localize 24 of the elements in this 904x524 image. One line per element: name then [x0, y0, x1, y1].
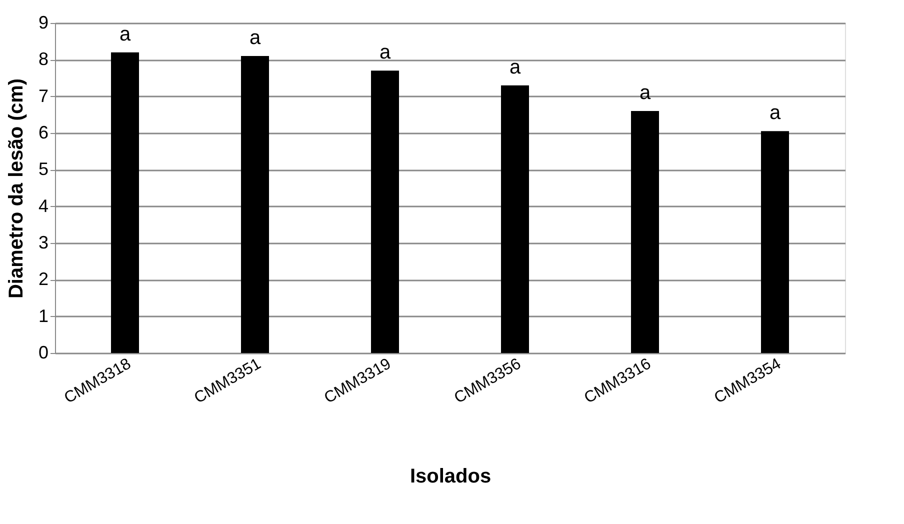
bar — [761, 131, 789, 353]
y-tick-label: 3 — [38, 232, 48, 252]
bar — [631, 111, 659, 353]
data-label: a — [639, 82, 652, 104]
y-tick-label: 5 — [38, 159, 48, 180]
y-tick-label: 7 — [38, 86, 48, 106]
y-tick-label: 0 — [38, 342, 48, 362]
data-label: a — [509, 56, 522, 78]
x-axis-title: Isolados — [410, 465, 492, 488]
y-tick-label: 9 — [38, 12, 48, 32]
y-tick-label: 6 — [38, 122, 48, 142]
bar — [111, 52, 139, 353]
data-label: a — [119, 23, 132, 46]
bar — [371, 70, 399, 353]
data-label: a — [769, 102, 782, 124]
y-tick-label: 8 — [38, 49, 48, 70]
y-tick-label: 4 — [38, 196, 48, 216]
bar — [501, 85, 529, 353]
bar — [241, 56, 269, 353]
data-label: a — [249, 27, 262, 49]
data-label: a — [379, 42, 392, 64]
y-tick-label: 1 — [38, 306, 48, 326]
y-axis-title: Diametro da lesão (cm) — [5, 78, 28, 299]
y-tick-label: 2 — [38, 269, 48, 290]
